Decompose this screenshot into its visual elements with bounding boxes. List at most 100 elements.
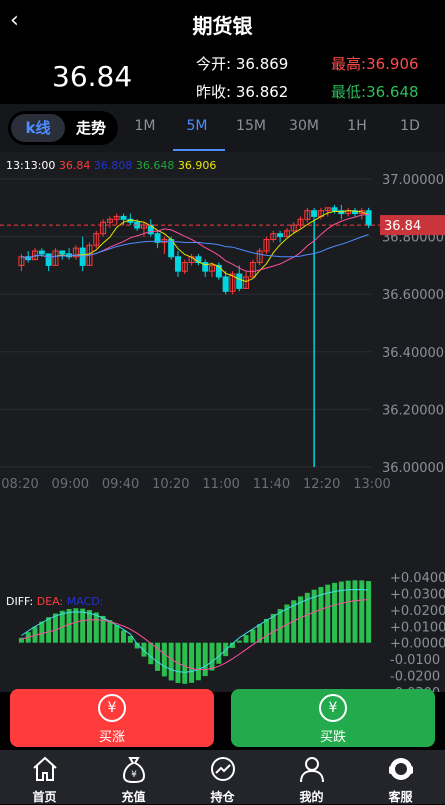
candle-body [45, 253, 52, 266]
ma10-line [21, 214, 369, 273]
macd-bar [93, 612, 99, 643]
candle-body [243, 276, 250, 289]
macd-bar [66, 608, 72, 643]
tab-1d[interactable]: 1D [400, 118, 420, 134]
candle-body [100, 221, 107, 235]
chart-tabs: k线 走势 1M 5M 15M 30M 1H 1D [0, 104, 445, 152]
time-tick-label: 08:20 [1, 477, 38, 492]
macd-tick-label: +0.0100 [390, 620, 445, 635]
macd-bar [332, 582, 338, 643]
candle-body [174, 256, 181, 272]
candle-body [229, 273, 236, 292]
macd-bar [270, 613, 276, 643]
ma5-line [21, 210, 369, 283]
macd-bar [155, 642, 161, 671]
time-tick-label: 12:20 [303, 477, 340, 492]
tab-30m[interactable]: 30M [289, 118, 319, 134]
candle-body [222, 276, 229, 292]
candle-body [120, 215, 127, 220]
tab-kline[interactable]: k线 [11, 114, 65, 142]
macd-bar [80, 608, 86, 643]
tab-1h[interactable]: 1H [347, 118, 367, 134]
candle-body [52, 250, 59, 266]
candle-body [113, 215, 120, 220]
macd-bar [298, 596, 304, 643]
macd-bar [100, 615, 106, 643]
high-price: 最高:36.906 [331, 55, 419, 73]
time-tick-label: 09:40 [102, 477, 139, 492]
macd-bar [39, 621, 45, 643]
nav-positions[interactable]: 持仓 [178, 750, 267, 804]
yen-icon: ¥ [98, 694, 126, 722]
kline-chart[interactable]: 13:13:00 36.84 36.808 36.648 36.906 37.0… [0, 152, 445, 692]
candle-body [93, 233, 100, 246]
headset-icon [389, 758, 413, 780]
buy-down-button[interactable]: ¥ 买跌 [231, 689, 435, 747]
money-bag-icon: ¥ [122, 757, 146, 784]
active-tab-indicator [173, 149, 225, 151]
candle-body [365, 210, 372, 226]
candle-body [59, 250, 66, 255]
macd-tick-label: +0.0400 [390, 571, 445, 586]
macd-bar [202, 642, 208, 677]
chart-canvas: 37.0000036.8000036.6000036.4000036.20000… [0, 173, 445, 692]
macd-bar [189, 642, 195, 683]
candle-body [351, 210, 358, 215]
candle-body [304, 210, 311, 220]
macd-bar [18, 637, 24, 643]
macd-legend: DIFF: DEA: MACD: [6, 595, 104, 608]
macd-bar [168, 642, 174, 681]
buy-up-button[interactable]: ¥ 买涨 [10, 689, 214, 747]
page-title: 期货银 [192, 14, 253, 38]
macd-bar [304, 592, 310, 643]
tab-5m[interactable]: 5M [186, 118, 208, 134]
chevron-left-icon[interactable]: ‹ [10, 8, 19, 33]
macd-bar [338, 581, 344, 643]
tab-trend[interactable]: 走势 [75, 119, 106, 137]
time-tick-label: 09:00 [52, 477, 89, 492]
nav-home[interactable]: 首页 [0, 750, 89, 804]
trend-icon [211, 757, 235, 781]
candle-body [154, 233, 161, 243]
tab-1m[interactable]: 1M [134, 118, 156, 134]
candle-body [270, 233, 277, 240]
time-tick-label: 13:00 [353, 477, 390, 492]
macd-bar [345, 580, 351, 643]
ma20-line [21, 234, 369, 259]
nav-me[interactable]: 我的 [267, 750, 356, 804]
bottom-nav: 首页 ¥ 充值 持仓 我的 客服 [0, 750, 445, 804]
tab-15m[interactable]: 15M [236, 118, 266, 134]
candle-body [290, 224, 297, 232]
macd-bar [161, 642, 167, 677]
nav-recharge[interactable]: ¥ 充值 [89, 750, 178, 804]
candle-body [324, 207, 331, 212]
macd-tick-label: +0.0300 [390, 587, 445, 602]
candle-body [311, 210, 318, 217]
macd-bar [352, 580, 358, 643]
candle-body [38, 250, 45, 255]
candle-body [79, 247, 86, 266]
app-header: ‹ 期货银 [0, 0, 445, 44]
nav-service[interactable]: 客服 [356, 750, 445, 804]
macd-bar [86, 610, 92, 643]
macd-bar [141, 642, 147, 657]
home-icon [33, 756, 57, 781]
macd-bar [257, 624, 263, 643]
price-tick-label: 37.00000 [382, 173, 444, 188]
macd-bar [195, 642, 201, 681]
candle-body [277, 233, 284, 238]
candle-body [249, 262, 256, 278]
macd-bar [359, 580, 365, 643]
user-icon [300, 757, 324, 783]
time-tick-label: 11:00 [202, 477, 239, 492]
prev-close-price: 昨收: 36.862 [196, 83, 289, 101]
macd-tick-label: +0.0000 [390, 637, 445, 652]
macd-bar [107, 620, 113, 643]
macd-bar [325, 584, 331, 643]
macd-bar [127, 635, 133, 643]
candle-body [331, 207, 338, 212]
macd-bar [209, 642, 215, 671]
macd-bar [223, 642, 229, 657]
macd-bar [182, 642, 188, 684]
candle-body [215, 264, 222, 278]
